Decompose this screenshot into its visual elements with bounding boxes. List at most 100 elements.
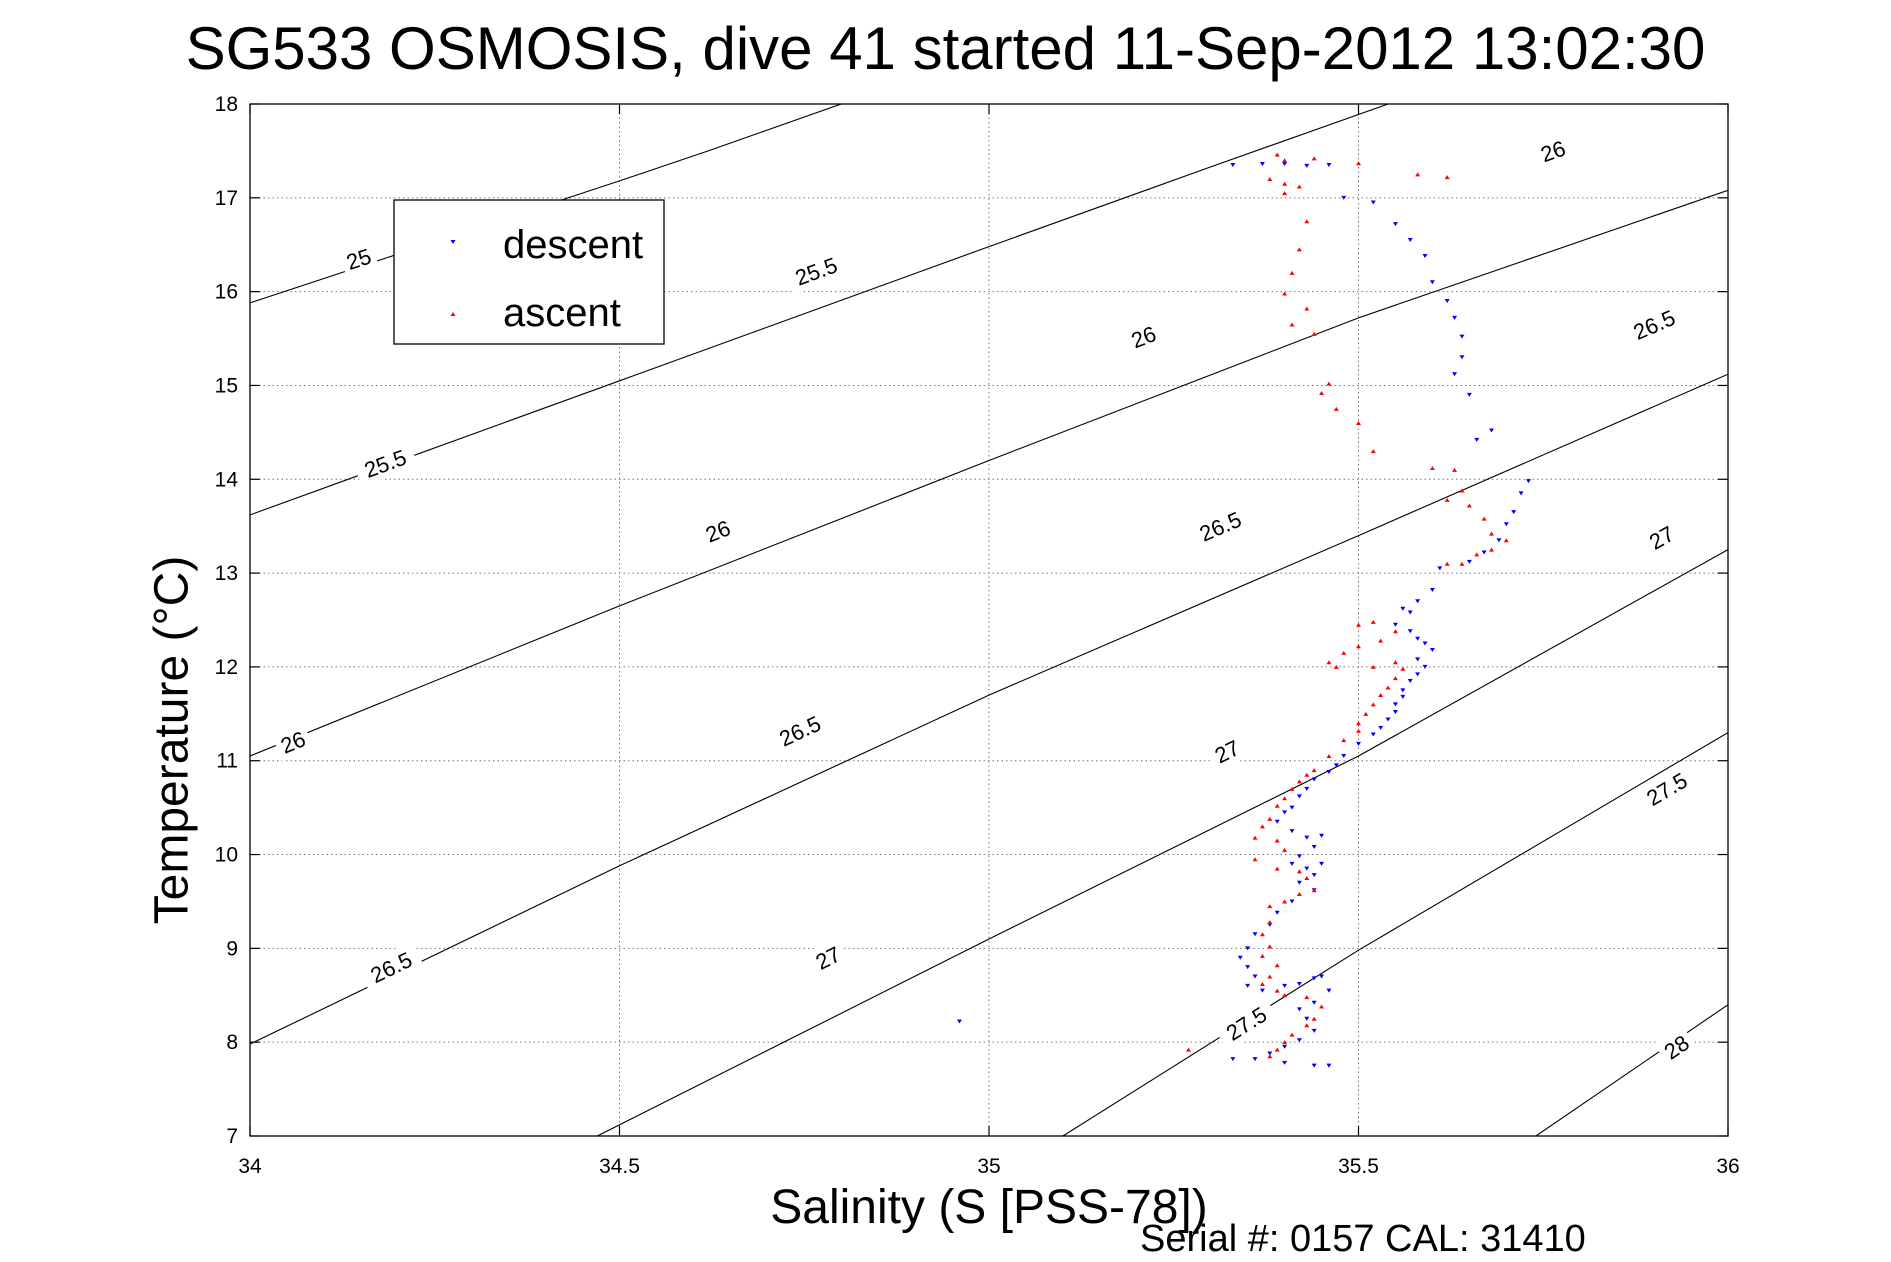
descent-point xyxy=(1444,299,1450,304)
descent-point xyxy=(1230,1057,1236,1062)
ascent-point xyxy=(1311,888,1317,893)
ascent-point xyxy=(1333,406,1339,411)
ascent-point xyxy=(1326,660,1332,665)
descent-point xyxy=(1415,657,1421,662)
ascent-point xyxy=(1370,702,1376,707)
descent-point xyxy=(1341,754,1347,759)
descent-point xyxy=(1341,195,1347,200)
descent-point xyxy=(1289,899,1295,904)
descent-point xyxy=(1296,982,1302,987)
density-contour-labels: 2525.525.52626262626.526.526.526.5272727… xyxy=(271,132,1700,1069)
descent-point xyxy=(1259,162,1265,167)
descent-point xyxy=(1459,334,1465,339)
descent-point xyxy=(1319,861,1325,866)
descent-point xyxy=(1311,976,1317,981)
descent-point xyxy=(1311,1028,1317,1033)
ascent-point xyxy=(1282,899,1288,904)
ascent-point xyxy=(1370,449,1376,454)
ascent-point xyxy=(1356,161,1361,166)
ascent-point xyxy=(1274,988,1280,993)
descent-point xyxy=(1274,910,1280,915)
descent-point xyxy=(1326,1063,1332,1068)
ascent-point xyxy=(1341,650,1347,655)
ascent-point xyxy=(1267,177,1273,182)
ascent-point xyxy=(1282,291,1288,296)
ascent-point xyxy=(1311,156,1317,161)
data-points xyxy=(956,152,1531,1068)
ascent-point xyxy=(1282,158,1288,163)
ascent-point xyxy=(1282,847,1288,852)
contour-label-mask xyxy=(696,511,739,551)
density-contour-line xyxy=(250,104,1389,516)
ascent-point xyxy=(1333,664,1339,669)
contour-label-mask xyxy=(1122,317,1165,356)
descent-point xyxy=(1311,873,1317,878)
descent-point xyxy=(1267,1051,1273,1056)
ascent-point xyxy=(1296,891,1302,896)
ascent-point xyxy=(1267,904,1273,909)
ascent-point xyxy=(1267,920,1273,925)
descent-point xyxy=(1326,162,1332,167)
x-tick-label: 36 xyxy=(1716,1155,1739,1178)
ascent-point xyxy=(1304,1023,1310,1028)
contour-label-mask xyxy=(783,247,850,295)
ascent-point xyxy=(1252,857,1258,862)
ascent-point xyxy=(1282,796,1288,801)
contour-label-mask xyxy=(338,240,380,278)
ascent-point xyxy=(1444,497,1450,502)
descent-point xyxy=(1282,1044,1288,1049)
ascent-point xyxy=(1252,835,1258,840)
descent-point xyxy=(1407,238,1413,243)
ascent-point xyxy=(1267,1054,1273,1059)
ascent-point xyxy=(1311,1016,1317,1021)
descent-point xyxy=(1422,641,1428,646)
density-contour-line xyxy=(250,373,1728,1045)
descent-point xyxy=(1237,955,1243,960)
legend-descent-marker xyxy=(450,240,456,244)
ascent-point xyxy=(1274,866,1280,871)
ascent-point xyxy=(1459,488,1465,493)
y-tick-label: 17 xyxy=(215,187,238,210)
y-tick-label: 13 xyxy=(215,562,238,585)
legend-ascent-marker xyxy=(450,312,456,316)
contour-label-mask xyxy=(357,941,425,993)
ascent-point xyxy=(1267,974,1273,979)
contour-label-mask xyxy=(766,705,833,756)
descent-point xyxy=(1311,1063,1317,1068)
contour-label-mask xyxy=(1639,516,1684,558)
descent-point xyxy=(1415,636,1421,641)
ascent-point xyxy=(1259,824,1265,829)
x-axis-label: Salinity (S [PSS-78]) xyxy=(770,1181,1208,1234)
descent-point xyxy=(1252,974,1258,979)
legend-box xyxy=(393,199,665,345)
density-contour-line xyxy=(597,548,1728,1136)
ascent-point xyxy=(1392,676,1398,681)
descent-point xyxy=(1282,1060,1288,1065)
descent-point xyxy=(1489,428,1495,433)
descent-point xyxy=(1370,732,1376,737)
descent-point xyxy=(1429,648,1435,653)
descent-point xyxy=(1481,550,1487,555)
legend-ascent-label: ascent xyxy=(503,291,621,335)
ascent-point xyxy=(1489,547,1495,552)
descent-point xyxy=(1230,162,1236,167)
ascent-point xyxy=(1267,944,1273,949)
ascent-point xyxy=(1503,538,1509,543)
ascent-point xyxy=(1304,995,1310,1000)
descent-point xyxy=(1304,786,1310,791)
contour-label-mask xyxy=(1213,995,1280,1052)
descent-point xyxy=(1422,253,1428,258)
descent-point xyxy=(1333,763,1339,768)
descent-point xyxy=(1400,694,1406,699)
descent-point xyxy=(1518,491,1524,496)
ascent-point xyxy=(1370,619,1376,624)
ascent-point xyxy=(1274,152,1280,157)
x-tick-label: 34.5 xyxy=(599,1155,640,1178)
ascent-point xyxy=(1356,721,1361,726)
ascent-point xyxy=(1363,711,1369,716)
y-tick-label: 7 xyxy=(226,1125,238,1148)
descent-point xyxy=(1378,725,1384,730)
contour-label-mask xyxy=(1621,299,1688,350)
